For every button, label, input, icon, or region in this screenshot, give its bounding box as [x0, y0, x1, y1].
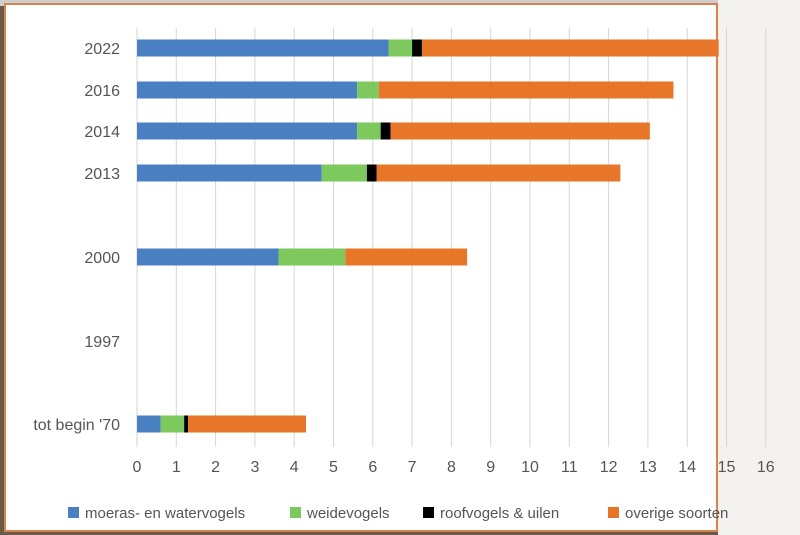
- category-label: 2022: [84, 41, 120, 58]
- background-photo-edge: [718, 0, 800, 535]
- x-tick-label: 5: [329, 459, 338, 476]
- x-tick-label: 7: [408, 459, 417, 476]
- x-tick-label: 6: [368, 459, 377, 476]
- x-tick-label: 16: [757, 459, 775, 476]
- x-tick-label: 8: [447, 459, 456, 476]
- category-label: 2000: [84, 250, 120, 267]
- bars: [137, 39, 719, 433]
- category-label: 2016: [84, 83, 120, 100]
- legend-label: moeras- en watervogels: [85, 505, 245, 522]
- bar-2000-series-1: [278, 248, 346, 266]
- legend-label: weidevogels: [306, 505, 390, 522]
- bar-tot-begin-70-series-1: [160, 415, 185, 433]
- bar-2013-series-2: [366, 164, 377, 182]
- bar-2022-series-3: [421, 39, 719, 57]
- bar-2022-series-1: [388, 39, 413, 57]
- x-tick-label: 4: [290, 459, 299, 476]
- x-tick-label: 10: [521, 459, 539, 476]
- legend-swatch: [290, 507, 301, 518]
- x-tick-label: 3: [250, 459, 259, 476]
- x-tick-label: 12: [600, 459, 618, 476]
- bar-2013-series-3: [376, 164, 621, 182]
- bar-tot-begin-70-series-0: [137, 415, 161, 433]
- bar-2016-series-1: [357, 81, 379, 99]
- x-tick-label: 13: [639, 459, 657, 476]
- bar-2022-series-0: [137, 39, 389, 57]
- category-labels: 2022 2016 2014 2013 2000 1997 tot begin '70: [33, 41, 120, 434]
- legend-label: overige soorten: [625, 505, 728, 522]
- bar-2022-series-2: [412, 39, 422, 57]
- bar-tot-begin-70-series-3: [188, 415, 306, 433]
- bar-2013-series-0: [137, 164, 322, 182]
- x-tick-label: 2: [211, 459, 220, 476]
- bar-2000-series-3: [345, 248, 468, 266]
- x-tick-label: 0: [133, 459, 142, 476]
- category-label: 2014: [84, 124, 120, 141]
- bar-2014-series-3: [390, 122, 650, 140]
- x-tick-label: 1: [172, 459, 181, 476]
- bar-2013-series-1: [321, 164, 367, 182]
- legend-swatch: [68, 507, 79, 518]
- x-tick-label: 14: [678, 459, 696, 476]
- x-tick-labels: 0 1 2 3 4 5 6 7 8 9 10 11 12 13 14 15 16: [133, 459, 775, 476]
- category-label: tot begin '70: [33, 417, 120, 434]
- category-label: 1997: [84, 334, 120, 351]
- category-label: 2013: [84, 166, 120, 183]
- bar-2016-series-0: [137, 81, 358, 99]
- bar-2014-series-0: [137, 122, 358, 140]
- legend-label: roofvogels & uilen: [440, 505, 559, 522]
- x-tick-label: 11: [561, 459, 578, 476]
- legend-swatch: [423, 507, 434, 518]
- x-tick-label: 15: [718, 459, 736, 476]
- bar-2014-series-1: [357, 122, 381, 140]
- x-tick-label: 9: [486, 459, 495, 476]
- legend: moeras- en watervogels weidevogels roofvog…: [68, 505, 728, 522]
- bar-tot-begin-70-series-2: [184, 415, 189, 433]
- bar-2014-series-2: [380, 122, 391, 140]
- bar-2016-series-3: [378, 81, 674, 99]
- legend-swatch: [608, 507, 619, 518]
- bar-2000-series-0: [137, 248, 279, 266]
